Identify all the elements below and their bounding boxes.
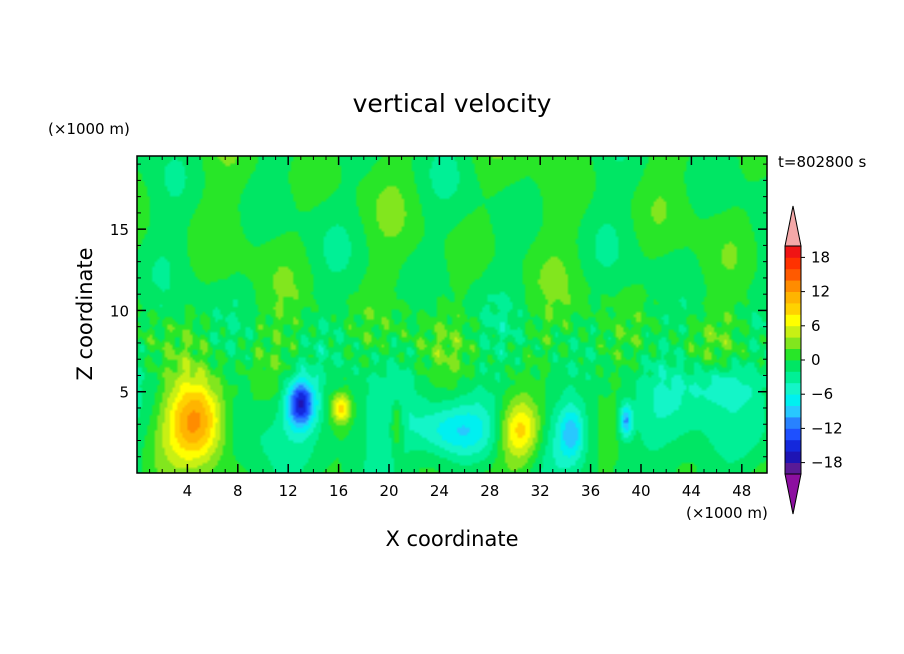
colorbar-segment: [785, 405, 801, 418]
colorbar-segment: [785, 462, 801, 475]
x-tick-label: 24: [430, 482, 449, 500]
colorbar-segment: [785, 394, 801, 406]
colorbar-segment: [785, 268, 801, 281]
colorbar-tick-label: −12: [811, 419, 843, 437]
x-tick-label: 16: [329, 482, 348, 500]
plot-area: [136, 155, 768, 474]
x-tick-label: 12: [279, 482, 298, 500]
colorbar-segment: [785, 246, 801, 258]
colorbar-tick-label: −18: [811, 454, 843, 472]
y-tick-label: 15: [110, 221, 129, 239]
chart-title: vertical velocity: [353, 89, 552, 118]
colorbar-segment: [785, 325, 801, 338]
colorbar-segment: [785, 257, 801, 270]
x-tick-label: 20: [379, 482, 398, 500]
colorbar-tick-label: 12: [811, 283, 830, 301]
colorbar-segment: [785, 291, 801, 304]
x-tick-label: 48: [732, 482, 751, 500]
x-tick-label: 8: [233, 482, 243, 500]
x-axis-title: X coordinate: [385, 527, 518, 551]
colorbar-segment: [785, 428, 801, 441]
colorbar-segment: [785, 280, 801, 292]
x-axis: 4 8 12 16 20 24 28 32 36 40 44 48: [149, 156, 755, 500]
x-tick-label: 32: [531, 482, 550, 500]
colorbar-tick-label: 6: [811, 317, 821, 335]
colorbar-segment: [785, 451, 801, 463]
x-tick-label: 28: [480, 482, 499, 500]
vertical-velocity-field: [137, 156, 767, 473]
colorbar-segment: [785, 360, 801, 372]
colorbar-segment: [785, 382, 801, 395]
time-label: t=802800 s: [778, 153, 866, 171]
x-tick-label: 44: [682, 482, 701, 500]
colorbar: 18 12 6 0 −6 −12 −18: [784, 205, 843, 515]
y-axis: 5 10 15: [110, 163, 767, 458]
x-tick-label: 36: [581, 482, 600, 500]
x-unit-label: (×1000 m): [686, 504, 768, 522]
x-tick-label: 4: [183, 482, 193, 500]
colorbar-segment: [785, 439, 801, 452]
colorbar-segment: [785, 417, 801, 429]
colorbar-segment: [785, 303, 801, 315]
x-tick-label: 40: [631, 482, 650, 500]
colorbar-segment: [785, 371, 801, 384]
colorbar-segment: [785, 314, 801, 327]
y-axis-title: Z coordinate: [73, 247, 97, 380]
y-unit-label: (×1000 m): [48, 120, 130, 138]
y-tick-label: 10: [110, 302, 129, 320]
colorbar-segment: [785, 348, 801, 361]
colorbar-tick-label: 18: [811, 248, 830, 266]
colorbar-tick-label: −6: [811, 385, 833, 403]
colorbar-segment: [785, 337, 801, 349]
colorbar-tick-label: 0: [811, 351, 821, 369]
y-tick-label: 5: [119, 384, 129, 402]
